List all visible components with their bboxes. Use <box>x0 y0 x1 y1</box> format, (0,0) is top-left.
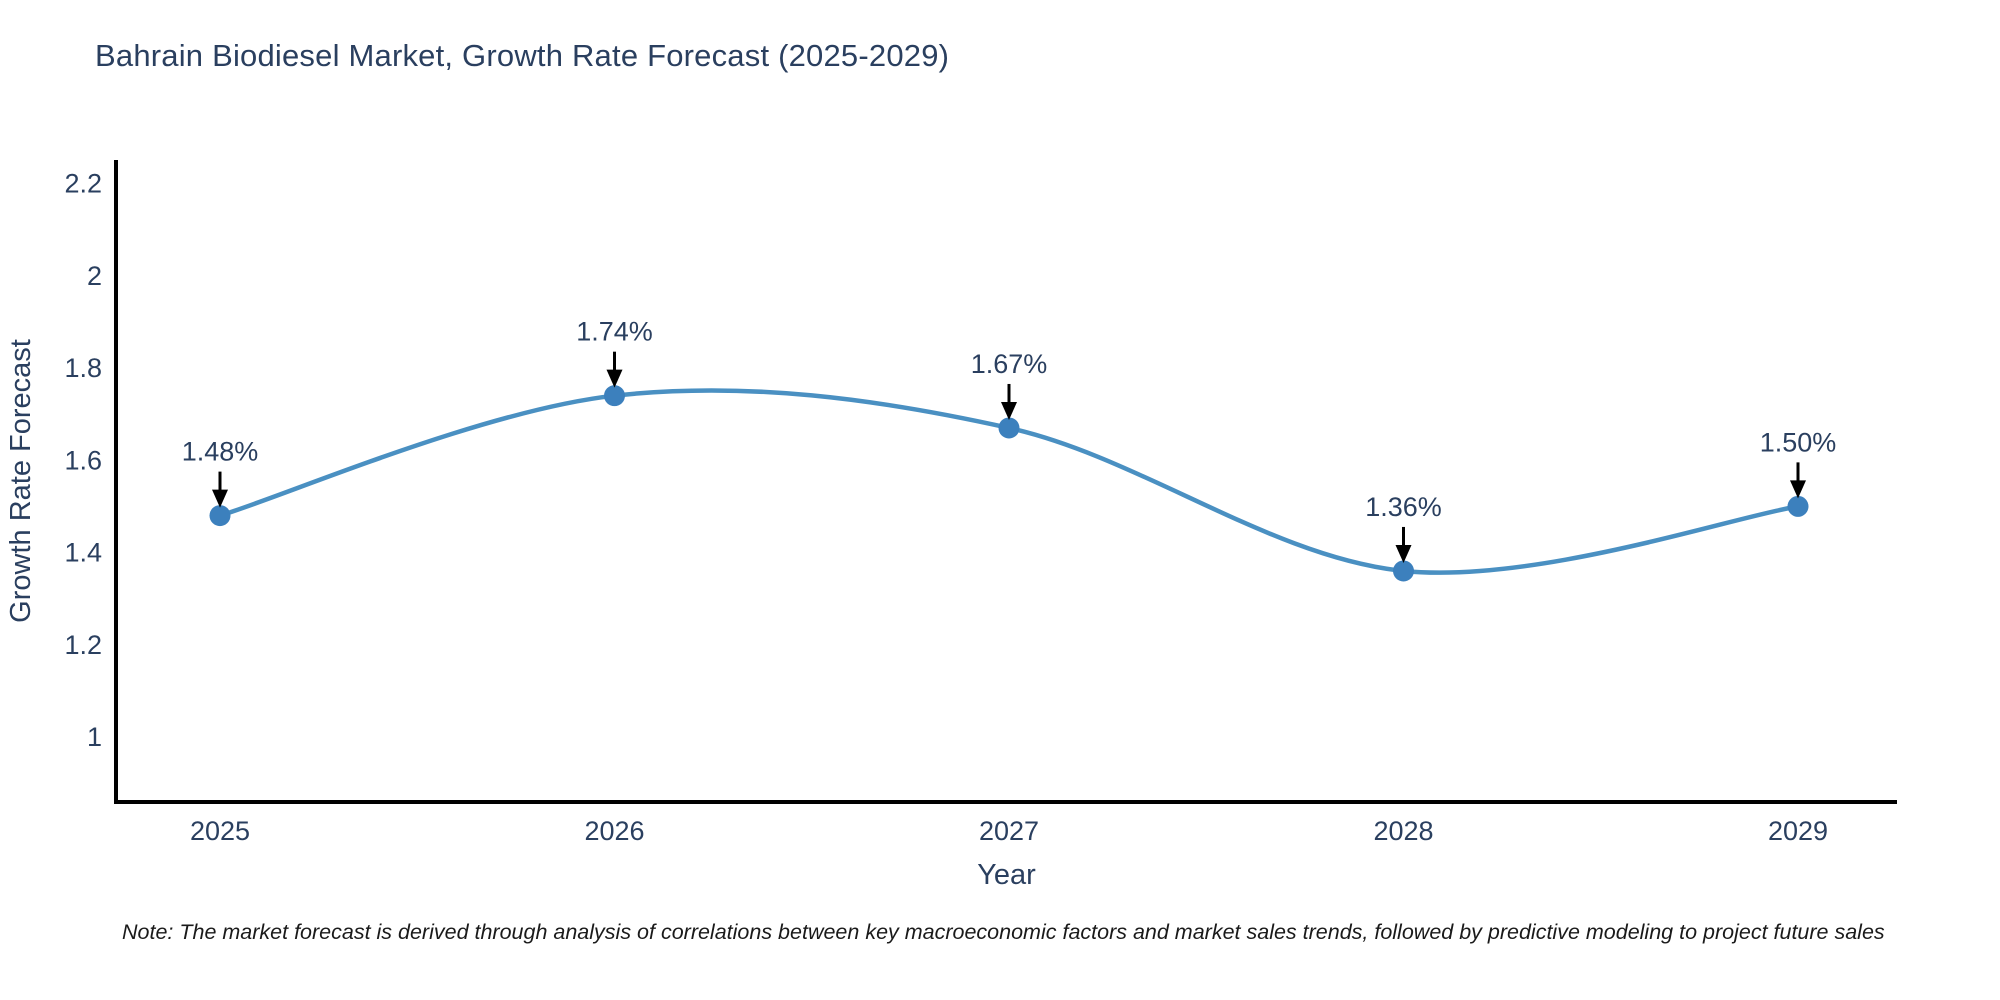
x-tick-label: 2027 <box>979 816 1039 846</box>
x-tick-label: 2029 <box>1768 816 1828 846</box>
y-tick-label: 1 <box>87 722 102 752</box>
annotation-arrowhead-icon <box>212 489 228 508</box>
point-value-label: 1.74% <box>576 317 653 347</box>
data-point-2026 <box>604 385 625 407</box>
annotation-arrowhead-icon <box>606 369 623 388</box>
point-value-label: 1.67% <box>971 349 1048 379</box>
y-tick-label: 2.2 <box>64 169 102 199</box>
y-tick-label: 1.6 <box>64 445 102 475</box>
annotation-arrowhead-icon <box>1790 480 1806 499</box>
x-axis-title: Year <box>977 859 1036 891</box>
y-tick-label: 2 <box>87 261 102 291</box>
x-tick-label: 2026 <box>584 816 644 846</box>
y-axis-title: Growth Rate Forecast <box>5 339 37 623</box>
annotation-arrowhead-icon <box>1395 544 1412 563</box>
x-tick-label: 2025 <box>190 816 250 846</box>
data-point-2029 <box>1787 495 1809 517</box>
footnote: Note: The market forecast is derived thr… <box>122 920 1885 944</box>
point-value-label: 1.48% <box>182 437 259 467</box>
point-value-label: 1.36% <box>1365 492 1442 522</box>
y-tick-label: 1.8 <box>64 353 102 383</box>
data-point-2025 <box>209 505 231 527</box>
annotation-arrowhead-icon <box>1001 401 1017 420</box>
data-point-2028 <box>1393 560 1414 582</box>
data-point-2027 <box>998 417 1020 439</box>
y-tick-label: 1.4 <box>64 538 102 568</box>
x-tick-label: 2028 <box>1373 816 1433 846</box>
point-value-label: 1.50% <box>1760 427 1837 457</box>
chart-title: Bahrain Biodiesel Market, Growth Rate Fo… <box>95 38 950 73</box>
y-tick-label: 1.2 <box>64 630 102 660</box>
